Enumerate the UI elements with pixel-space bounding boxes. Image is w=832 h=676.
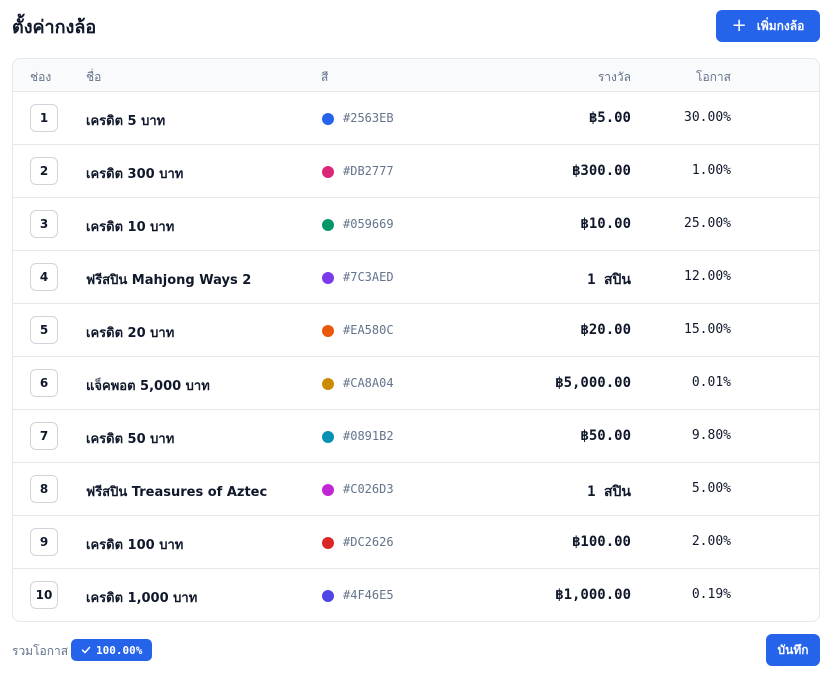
prize-name: แจ็คพอต 5,000 บาท: [86, 379, 210, 394]
prize-name: เครดิต 5 บาท: [86, 114, 166, 129]
table-row[interactable]: 5 เครดิต 20 บาท #EA580C ฿20.00 15.00%: [13, 304, 819, 357]
prize-chance: 30.00%: [684, 110, 731, 125]
color-swatch[interactable]: [322, 219, 334, 231]
page-title: ตั้งค่ากงล้อ: [12, 17, 97, 38]
color-hex: #0891B2: [343, 429, 394, 443]
plus-icon: +: [731, 15, 747, 36]
prize-amount: ฿5,000.00: [555, 375, 631, 391]
color-swatch[interactable]: [322, 113, 334, 125]
color-swatch[interactable]: [322, 378, 334, 390]
prize-name: เครดิต 300 บาท: [86, 167, 184, 182]
prize-name: เครดิต 20 บาท: [86, 326, 175, 341]
prize-chance: 2.00%: [691, 534, 731, 549]
color-hex: #DC2626: [343, 535, 394, 549]
prize-amount: ฿1,000.00: [555, 587, 631, 603]
color-hex: #4F46E5: [343, 588, 394, 602]
column-header-slot: ช่อง: [30, 70, 52, 84]
prize-amount: ฿50.00: [580, 428, 631, 444]
prize-chance: 0.19%: [691, 587, 731, 602]
slot-number: 6: [30, 369, 58, 397]
slot-number: 4: [30, 263, 58, 291]
column-header-color: สี: [321, 70, 329, 84]
table-row[interactable]: 2 เครดิต 300 บาท #DB2777 ฿300.00 1.00%: [13, 145, 819, 198]
prize-name: เครดิต 1,000 บาท: [86, 591, 198, 606]
table-row[interactable]: 1 เครดิต 5 บาท #2563EB ฿5.00 30.00%: [13, 92, 819, 145]
color-hex: #DB2777: [343, 164, 394, 178]
slot-number: 2: [30, 157, 58, 185]
slot-number: 8: [30, 475, 58, 503]
color-hex: #EA580C: [343, 323, 394, 337]
prize-chance: 1.00%: [691, 163, 731, 178]
table-body: 1 เครดิต 5 บาท #2563EB ฿5.00 30.00% 2 เครดิต 3…: [13, 92, 819, 621]
add-wheel-button[interactable]: + เพิ่มกงล้อ: [716, 10, 820, 42]
color-swatch[interactable]: [322, 484, 334, 496]
prize-amount: 1 สปิน: [587, 484, 631, 500]
color-hex: #C026D3: [343, 482, 394, 496]
table-row[interactable]: 10 เครดิต 1,000 บาท #4F46E5 ฿1,000.00 0.19%: [13, 569, 819, 621]
prize-amount: ฿300.00: [571, 163, 631, 179]
prize-chance: 12.00%: [684, 269, 731, 284]
add-wheel-label: เพิ่มกงล้อ: [756, 18, 805, 33]
total-chance-label: รวมโอกาส: [12, 644, 69, 658]
table-row[interactable]: 7 เครดิต 50 บาท #0891B2 ฿50.00 9.80%: [13, 410, 819, 463]
slot-number: 7: [30, 422, 58, 450]
color-swatch[interactable]: [322, 325, 334, 337]
slot-number: 1: [30, 104, 58, 132]
prize-name: เครดิต 100 บาท: [86, 538, 184, 553]
prize-chance: 9.80%: [691, 428, 731, 443]
save-button[interactable]: บันทึก: [766, 634, 820, 666]
column-header-chance: โอกาส: [696, 70, 731, 84]
prize-amount: ฿20.00: [580, 322, 631, 338]
slot-number: 3: [30, 210, 58, 238]
color-swatch[interactable]: [322, 537, 334, 549]
prize-name: เครดิต 10 บาท: [86, 220, 175, 235]
table-row[interactable]: 4 ฟรีสปิน Mahjong Ways 2 #7C3AED 1 สปิน 12.0…: [13, 251, 819, 304]
column-header-name: ชื่อ: [86, 70, 102, 84]
prize-name: ฟรีสปิน Treasures of Aztec: [86, 485, 268, 500]
wheel-table: ช่อง ชื่อ สี รางวัล โอกาส 1 เครดิต 5 บาท #…: [12, 58, 820, 622]
prize-name: ฟรีสปิน Mahjong Ways 2: [86, 273, 252, 288]
color-hex: #2563EB: [343, 111, 394, 125]
table-row[interactable]: 6 แจ็คพอต 5,000 บาท #CA8A04 ฿5,000.00 0.01%: [13, 357, 819, 410]
table-row[interactable]: 9 เครดิต 100 บาท #DC2626 ฿100.00 2.00%: [13, 516, 819, 569]
prize-amount: ฿100.00: [571, 534, 631, 550]
prize-chance: 15.00%: [684, 322, 731, 337]
color-swatch[interactable]: [322, 272, 334, 284]
color-swatch[interactable]: [322, 590, 334, 602]
check-icon: [81, 646, 91, 654]
color-swatch[interactable]: [322, 166, 334, 178]
prize-amount: 1 สปิน: [587, 272, 631, 288]
color-hex: #059669: [343, 217, 394, 231]
prize-chance: 0.01%: [691, 375, 731, 390]
total-chance-badge: 100.00%: [71, 639, 153, 661]
column-header-prize: รางวัล: [597, 70, 631, 84]
slot-number: 5: [30, 316, 58, 344]
color-hex: #CA8A04: [343, 376, 394, 390]
prize-amount: ฿10.00: [580, 216, 631, 232]
slot-number: 9: [30, 528, 58, 556]
prize-name: เครดิต 50 บาท: [86, 432, 175, 447]
table-row[interactable]: 3 เครดิต 10 บาท #059669 ฿10.00 25.00%: [13, 198, 819, 251]
total-chance-value: 100.00%: [96, 643, 143, 657]
color-hex: #7C3AED: [343, 270, 394, 284]
table-header: ช่อง ชื่อ สี รางวัล โอกาส: [13, 59, 819, 92]
table-row[interactable]: 8 ฟรีสปิน Treasures of Aztec #C026D3 1 สปิน…: [13, 463, 819, 516]
prize-chance: 5.00%: [691, 481, 731, 496]
color-swatch[interactable]: [322, 431, 334, 443]
prize-amount: ฿5.00: [588, 110, 631, 126]
prize-chance: 25.00%: [684, 216, 731, 231]
slot-number: 10: [30, 581, 58, 609]
